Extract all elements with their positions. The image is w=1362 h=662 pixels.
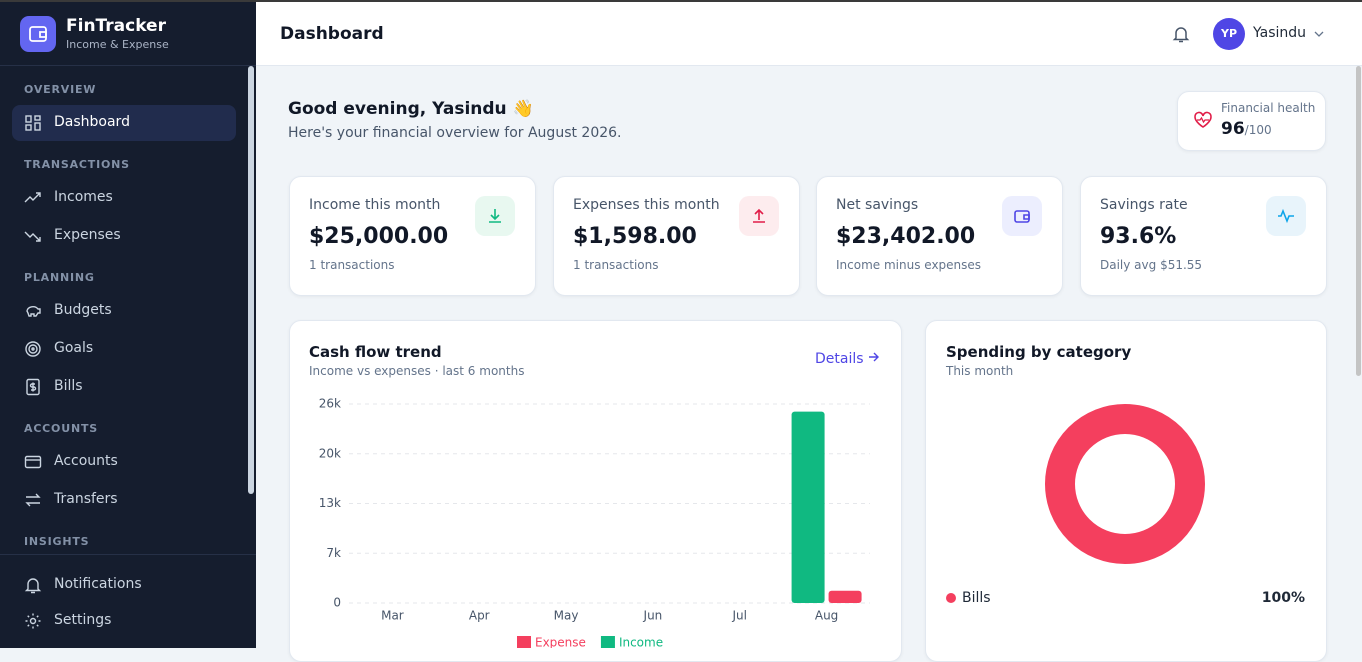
stat-icon bbox=[475, 196, 515, 236]
brand-logo bbox=[20, 16, 56, 52]
icon bbox=[24, 114, 42, 132]
divider bbox=[0, 554, 256, 555]
health-score-value: 96 bbox=[1221, 119, 1245, 139]
stat-value: $23,402.00 bbox=[836, 224, 976, 249]
nav-item[interactable]: Budgets bbox=[54, 302, 112, 318]
stat-icon bbox=[1002, 196, 1042, 236]
nav-item[interactable]: Bills bbox=[54, 378, 83, 394]
divider bbox=[0, 65, 256, 66]
nav-item[interactable]: Expenses bbox=[54, 227, 121, 243]
icon bbox=[24, 576, 42, 594]
brand-tagline: Income & Expense bbox=[66, 38, 169, 51]
stat-icon bbox=[1266, 196, 1306, 236]
avatar[interactable]: YP bbox=[1213, 18, 1245, 50]
details-text[interactable]: Details bbox=[815, 351, 864, 367]
stat-note: Income minus expenses bbox=[836, 258, 982, 272]
section-title: INSIGHTS bbox=[24, 535, 90, 548]
header bbox=[256, 2, 1362, 66]
page-scrollbar bbox=[1356, 66, 1361, 376]
nav-item[interactable]: Settings bbox=[54, 612, 112, 628]
chevron-icon[interactable] bbox=[1313, 28, 1325, 40]
stat-value: $1,598.00 bbox=[573, 224, 697, 249]
bell-icon[interactable] bbox=[1171, 24, 1191, 44]
stat-label: Savings rate bbox=[1100, 197, 1188, 213]
nav-item[interactable]: Transfers bbox=[54, 491, 118, 507]
icon bbox=[24, 453, 42, 471]
greeting-subtitle: Here's your financial overview for Augus… bbox=[288, 125, 622, 141]
icon bbox=[24, 612, 42, 630]
stat-label: Expenses this month bbox=[573, 197, 720, 213]
icon bbox=[24, 227, 42, 245]
nav-item[interactable]: Incomes bbox=[54, 189, 113, 205]
user-name[interactable]: Yasindu bbox=[1253, 25, 1307, 41]
section-title: PLANNING bbox=[24, 271, 95, 284]
details-link[interactable]: Details bbox=[815, 351, 880, 367]
icon bbox=[24, 340, 42, 358]
nav-active-bg[interactable] bbox=[12, 105, 236, 141]
arrow-icon bbox=[869, 352, 879, 362]
sidebar bbox=[0, 2, 256, 648]
card-subtitle: This month bbox=[946, 364, 1014, 378]
stat-icon bbox=[739, 196, 779, 236]
heart-icon bbox=[1194, 111, 1212, 128]
health-score: 96/100 bbox=[1221, 119, 1272, 139]
card-title: Spending by category bbox=[946, 343, 1132, 361]
brand-name: FinTracker bbox=[66, 16, 166, 36]
section-title: OVERVIEW bbox=[24, 83, 97, 96]
stat-label: Net savings bbox=[836, 197, 919, 213]
nav-item[interactable]: Dashboard bbox=[54, 114, 130, 130]
greeting: Good evening, Yasindu 👋 bbox=[288, 99, 534, 119]
icon bbox=[24, 302, 42, 320]
page-title: Dashboard bbox=[280, 24, 384, 44]
health-max: /100 bbox=[1244, 123, 1272, 137]
stat-note: 1 transactions bbox=[309, 258, 395, 272]
spending-card bbox=[925, 320, 1327, 662]
nav-item[interactable]: Notifications bbox=[54, 576, 142, 592]
icon bbox=[24, 378, 42, 396]
stat-label: Income this month bbox=[309, 197, 441, 213]
card-title: Cash flow trend bbox=[309, 343, 442, 361]
stat-note: Daily avg $51.55 bbox=[1100, 258, 1203, 272]
icon bbox=[24, 189, 42, 207]
stat-value: 93.6% bbox=[1100, 224, 1177, 249]
stat-note: 1 transactions bbox=[573, 258, 659, 272]
health-label: Financial health bbox=[1221, 101, 1316, 115]
section-title: ACCOUNTS bbox=[24, 422, 98, 435]
section-title: TRANSACTIONS bbox=[24, 158, 130, 171]
health-card bbox=[1177, 91, 1326, 151]
sidebar-scrollbar bbox=[248, 66, 254, 494]
top-border bbox=[0, 0, 1362, 2]
icon bbox=[24, 491, 42, 509]
card-subtitle: Income vs expenses · last 6 months bbox=[309, 364, 525, 378]
nav-item[interactable]: Goals bbox=[54, 340, 94, 356]
nav-item[interactable]: Accounts bbox=[54, 453, 118, 469]
stat-value: $25,000.00 bbox=[309, 224, 449, 249]
